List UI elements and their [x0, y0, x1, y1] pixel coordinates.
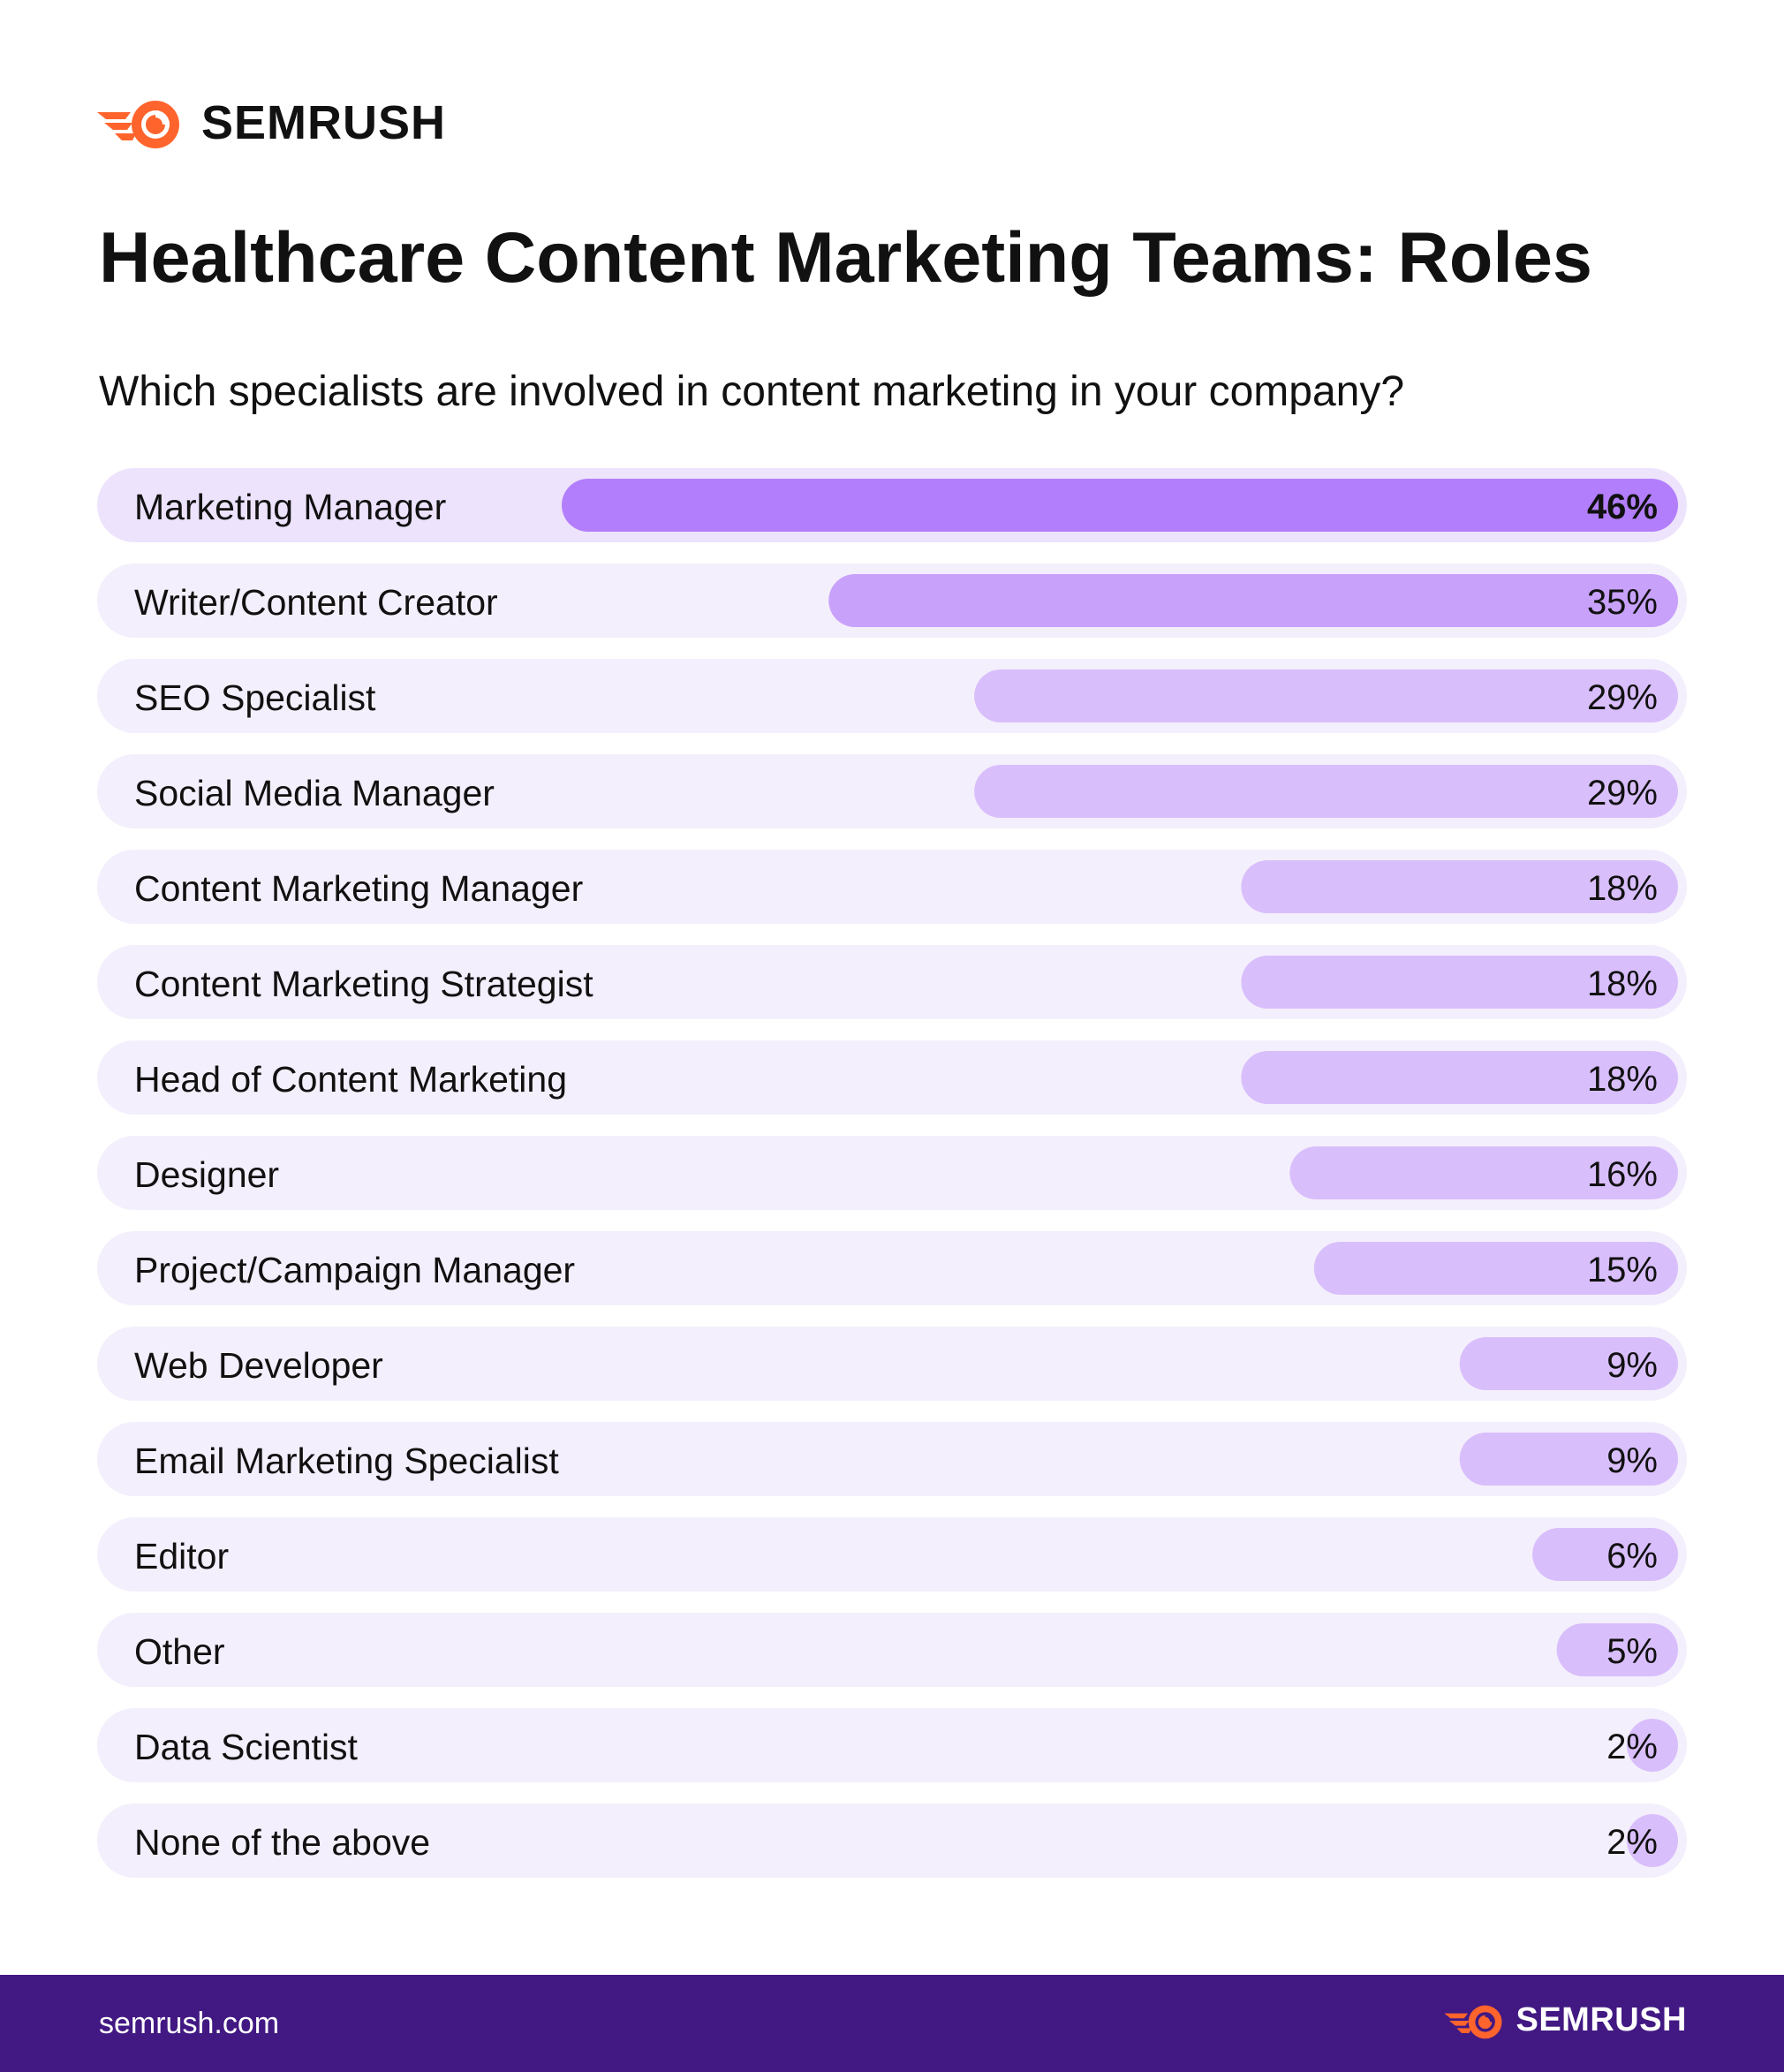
value-label: 18%	[1587, 1060, 1658, 1099]
semrush-logo: SEMRUSH	[95, 92, 446, 154]
bar	[1627, 1719, 1678, 1772]
semrush-flame-icon	[1444, 2005, 1502, 2038]
category-label: Data Scientist	[134, 1727, 359, 1767]
footer-url[interactable]: semrush.com	[99, 2007, 280, 2040]
footer-logo-text: SEMRUSH	[1516, 2001, 1687, 2038]
category-label: Project/Campaign Manager	[134, 1250, 575, 1290]
category-label: Content Marketing Strategist	[134, 964, 593, 1004]
bar	[974, 669, 1678, 722]
bar	[974, 765, 1678, 818]
category-label: Content Marketing Manager	[134, 868, 583, 909]
value-label: 9%	[1606, 1441, 1658, 1480]
footer-logo: SEMRUSH	[1443, 2001, 1687, 2039]
bar-row-background	[97, 1231, 1687, 1305]
value-label: 6%	[1606, 1537, 1658, 1576]
category-label: Email Marketing Specialist	[134, 1441, 559, 1481]
logo-text: SEMRUSH	[201, 96, 447, 149]
value-label: 9%	[1606, 1346, 1658, 1385]
category-label: Designer	[134, 1154, 279, 1195]
bar-row-background	[97, 1517, 1687, 1592]
bar	[562, 479, 1678, 532]
bar	[1241, 860, 1678, 913]
category-label: Other	[134, 1631, 225, 1672]
value-label: 16%	[1587, 1155, 1658, 1194]
category-label: Editor	[134, 1536, 229, 1577]
value-label: 46%	[1587, 488, 1658, 526]
value-label: 29%	[1587, 678, 1658, 717]
category-label: SEO Specialist	[134, 677, 376, 718]
bar	[1459, 1433, 1678, 1486]
category-label: Web Developer	[134, 1345, 383, 1386]
bar-row-background	[97, 1613, 1687, 1687]
value-label: 15%	[1587, 1251, 1658, 1289]
bar-row-background	[97, 1804, 1687, 1878]
bar-row-background	[97, 1327, 1687, 1401]
bar	[828, 574, 1678, 627]
semrush-flame-icon	[97, 101, 179, 148]
category-label: Social Media Manager	[134, 773, 495, 813]
bar	[1313, 1242, 1678, 1295]
value-label: 18%	[1587, 869, 1658, 908]
bar	[1241, 956, 1678, 1009]
bar	[1556, 1623, 1678, 1676]
bar	[1241, 1051, 1678, 1104]
value-label: 35%	[1587, 583, 1658, 622]
value-label: 5%	[1606, 1632, 1658, 1671]
value-label: 2%	[1606, 1823, 1658, 1862]
bar	[1289, 1146, 1678, 1199]
bar-row-background	[97, 1422, 1687, 1496]
value-label: 29%	[1587, 774, 1658, 813]
category-label: Writer/Content Creator	[134, 582, 498, 623]
footer: semrush.com SEMRUSH	[0, 1975, 1784, 2072]
bar	[1459, 1337, 1678, 1390]
value-label: 2%	[1606, 1728, 1658, 1766]
bar-row-background	[97, 1136, 1687, 1210]
bar	[1532, 1528, 1678, 1581]
chart-title: Healthcare Content Marketing Teams: Role…	[99, 218, 1592, 298]
value-label: 18%	[1587, 964, 1658, 1003]
bar-row-background	[97, 1708, 1687, 1782]
category-label: None of the above	[134, 1822, 430, 1863]
category-label: Head of Content Marketing	[134, 1059, 567, 1100]
category-label: Marketing Manager	[134, 487, 446, 527]
bar	[1627, 1814, 1678, 1867]
chart-subtitle: Which specialists are involved in conten…	[99, 368, 1405, 415]
